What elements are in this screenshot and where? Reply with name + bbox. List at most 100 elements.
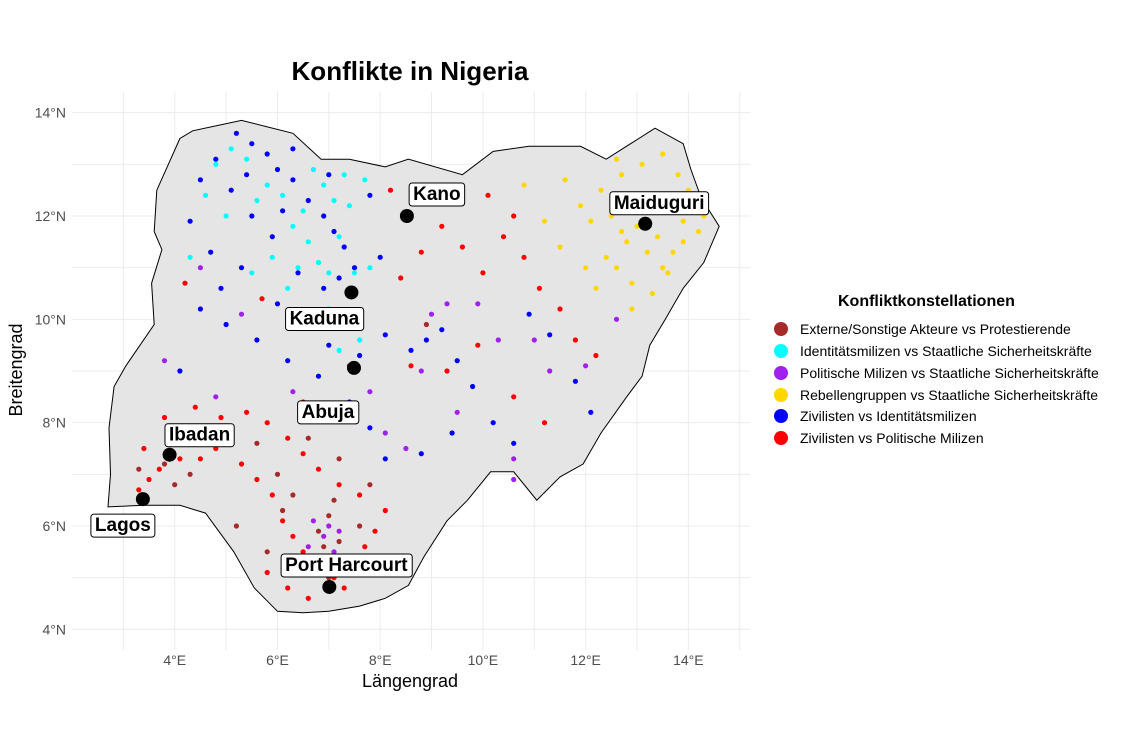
conflict-point (187, 471, 193, 477)
conflict-point (598, 187, 604, 193)
conflict-point (264, 420, 270, 426)
city-label-box (408, 182, 466, 207)
conflict-point (285, 585, 291, 591)
conflict-point (418, 368, 424, 374)
conflict-point (315, 259, 322, 266)
city-marker (638, 216, 653, 231)
conflict-point (475, 301, 481, 307)
conflict-point (341, 244, 347, 250)
conflict-point (357, 523, 363, 529)
conflict-point (280, 208, 286, 214)
conflict-point (290, 389, 296, 395)
legend-item: Politische Milizen vs Staatliche Sicherh… (774, 365, 1099, 381)
conflict-point (274, 166, 281, 173)
conflict-point (649, 290, 656, 297)
conflict-point (593, 352, 599, 359)
conflict-point (238, 265, 245, 271)
conflict-point (244, 156, 250, 162)
x-tick-label: 8°E (369, 652, 392, 668)
conflict-point (362, 177, 368, 183)
conflict-point (408, 347, 414, 353)
conflict-point (197, 177, 203, 183)
conflict-point (213, 156, 219, 162)
conflict-point (326, 513, 332, 519)
conflict-point (254, 337, 260, 343)
conflict-point (346, 203, 352, 209)
city-label-box (285, 306, 365, 331)
conflict-point (357, 337, 363, 343)
conflict-point (290, 177, 296, 183)
conflict-point (141, 445, 147, 452)
y-tick-label: 12°N (35, 208, 66, 224)
conflict-point (619, 228, 625, 235)
conflict-point (280, 518, 286, 524)
legend-item: Identitätsmilizen vs Staatliche Sicherhe… (774, 343, 1092, 359)
conflict-point (562, 177, 568, 183)
conflict-point (182, 280, 188, 286)
conflict-point (326, 270, 332, 276)
conflict-point (305, 239, 311, 245)
conflict-point (583, 363, 589, 369)
conflict-point (495, 337, 501, 343)
city-label: Abuja (302, 402, 355, 423)
conflict-point (321, 544, 327, 550)
conflict-point (305, 595, 311, 601)
y-tick-label: 10°N (35, 311, 66, 327)
conflict-point (511, 394, 517, 400)
conflict-point (331, 497, 337, 503)
conflict-point (321, 213, 327, 219)
conflict-point (197, 456, 203, 462)
conflict-point (454, 409, 460, 415)
chart-title: Konflikte in Nigeria (292, 56, 529, 86)
conflict-point (264, 182, 270, 188)
conflict-point (624, 239, 630, 245)
conflict-point (274, 471, 281, 477)
conflict-point (264, 549, 270, 555)
conflict-point (644, 249, 650, 255)
conflict-point (521, 182, 527, 188)
conflict-point (428, 311, 435, 317)
conflict-point (223, 213, 229, 219)
conflict-point (331, 549, 337, 555)
conflict-point (351, 265, 358, 271)
city-label: Port Harcourt (285, 555, 408, 576)
conflict-point (254, 476, 260, 483)
conflict-point (321, 533, 327, 539)
conflict-point (511, 213, 517, 219)
conflict-point (161, 461, 168, 467)
conflict-point (315, 528, 322, 534)
conflict-point (300, 208, 306, 214)
city-marker (322, 579, 337, 594)
conflict-point (269, 492, 275, 498)
conflict-point (156, 466, 162, 472)
legend-swatch (774, 366, 788, 380)
conflict-point (285, 435, 291, 441)
conflict-point (161, 358, 168, 364)
conflict-point (264, 151, 270, 157)
legend-swatch (774, 344, 788, 358)
conflict-point (629, 306, 635, 312)
city-label: Kano (413, 184, 461, 205)
nigeria-outline (107, 119, 720, 614)
conflict-point (613, 265, 620, 271)
legend-item: Zivilisten vs Identitätsmilizen (774, 408, 977, 424)
conflict-point (280, 507, 286, 514)
conflict-point (639, 161, 645, 167)
conflict-point (326, 523, 332, 529)
conflict-point (557, 306, 563, 312)
conflict-point (290, 146, 296, 152)
conflict-point (172, 482, 178, 488)
conflict-point (295, 270, 301, 276)
conflict-point (680, 218, 686, 224)
city-label: Maiduguri (614, 193, 705, 214)
conflict-point (264, 569, 270, 576)
y-tick-label: 4°N (43, 621, 67, 637)
city-label: Kaduna (290, 308, 360, 329)
conflict-point (444, 368, 450, 374)
legend-title: Konfliktkonstellationen (838, 293, 1015, 310)
conflict-point (511, 476, 517, 483)
conflict-point (485, 192, 491, 198)
conflict-point (387, 187, 394, 193)
conflict-point (619, 172, 625, 178)
conflict-point (377, 254, 383, 260)
